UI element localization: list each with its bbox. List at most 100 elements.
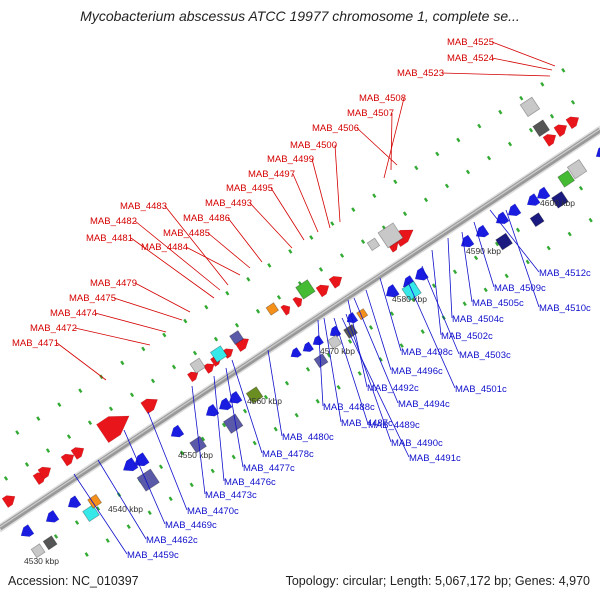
track-tick [423,197,429,203]
track-tick [189,482,194,488]
forward-leader-line [390,112,393,171]
reverse-leader-line [73,473,128,555]
reverse-gene-label: MAB_4487c [341,418,393,429]
forward-gene-arrow [37,466,52,480]
forward-gene-label: MAB_4472 [30,323,77,334]
domain-box-navy [529,212,545,228]
track-tick [444,183,450,189]
reverse-leader-line [147,411,188,511]
reverse-gene-label: MAB_4488c [323,402,375,413]
reverse-gene-label: MAB_4496c [391,366,443,377]
track-tick [389,311,395,316]
reverse-gene-arrow [346,311,359,324]
cds-box-grey [519,96,541,118]
forward-leader-line [491,41,556,67]
forward-leader-line [491,57,553,71]
forward-leader-line [334,144,341,223]
track-tick [87,420,93,426]
reverse-leader-line [213,375,225,482]
reverse-leader-line [505,209,540,308]
track-tick [24,462,30,467]
forward-gene-arrow [553,124,568,138]
forward-gene-label: MAB_4500 [290,140,337,151]
reverse-leader-line [431,249,442,336]
forward-gene-arrow [542,134,557,147]
reverse-leader-line [345,313,392,443]
track-tick [36,416,41,421]
track-tick [78,388,83,394]
reverse-gene-label: MAB_4462c [146,535,198,546]
forward-leader-line [130,237,215,299]
forward-leader-line [113,297,183,321]
track-tick [339,253,345,258]
track-tick [528,127,534,133]
track-tick [242,408,248,414]
forward-leader-line [207,232,251,269]
forward-gene-label: MAB_4481 [86,233,133,244]
forward-leader-line [134,282,191,313]
reverse-gene-arrow [595,145,600,158]
track-tick [462,301,467,307]
domain-box-navy [495,232,513,251]
track-tick [57,402,62,407]
reverse-leader-line [317,319,324,407]
reverse-gene-arrow [507,203,522,217]
cds-box-grey [377,222,404,249]
track-tick [213,336,219,342]
track-tick [570,99,576,105]
genome-title: Mycobacterium abscessus ATCC 19977 chrom… [80,8,520,24]
track-tick [120,360,125,366]
track-tick [105,538,110,543]
forward-leader-line [383,97,405,179]
track-tick [231,454,236,460]
forward-gene-label: MAB_4525 [447,37,494,48]
track-tick [225,290,230,296]
kbp-label: 4570 kbp [320,346,355,356]
track-tick [504,273,509,279]
track-tick [347,339,353,344]
forward-leader-line [356,127,398,166]
track-tick [435,151,440,157]
track-tick [288,249,293,254]
reverse-gene-label: MAB_4491c [409,453,461,464]
reverse-gene-arrow [122,457,139,472]
reverse-gene-arrow [290,347,302,358]
track-tick [588,217,593,223]
reverse-gene-label: MAB_4510c [539,303,591,314]
track-tick [108,406,114,412]
forward-gene-label: MAB_4474 [50,308,97,319]
reverse-leader-line [123,429,166,525]
track-tick [255,308,261,314]
track-tick [141,346,146,352]
kbp-label: 4560 kbp [247,396,282,406]
forward-gene-label: MAB_4507 [347,108,394,119]
reverse-gene-label: MAB_4470c [187,506,239,517]
summary-text: Topology: circular; Length: 5,067,172 bp… [285,574,590,588]
reverse-leader-line [407,281,456,389]
track-tick [273,426,278,432]
reverse-gene-label: MAB_4478c [262,449,314,460]
reverse-gene-arrow [460,234,475,248]
cds-box-grey [30,543,46,559]
forward-leader-line [74,327,151,346]
rna-box-orange [87,493,103,509]
track-tick [452,269,458,275]
cds-box-dark [42,535,58,551]
track-tick [372,193,377,199]
track-tick [171,364,177,370]
track-tick [84,552,89,557]
forward-leader-line [185,246,241,276]
forward-gene-arrow [280,304,291,316]
forward-gene-label: MAB_4479 [90,278,137,289]
reverse-leader-line [231,359,263,454]
cds-box-grey [189,357,206,374]
track-tick [158,464,164,470]
cds-box-grey [366,237,381,252]
track-tick [486,155,492,161]
reverse-gene-arrow [414,267,429,281]
track-tick [360,239,366,244]
track-tick [305,366,311,372]
track-tick [162,332,167,338]
reverse-leader-line [267,349,283,437]
